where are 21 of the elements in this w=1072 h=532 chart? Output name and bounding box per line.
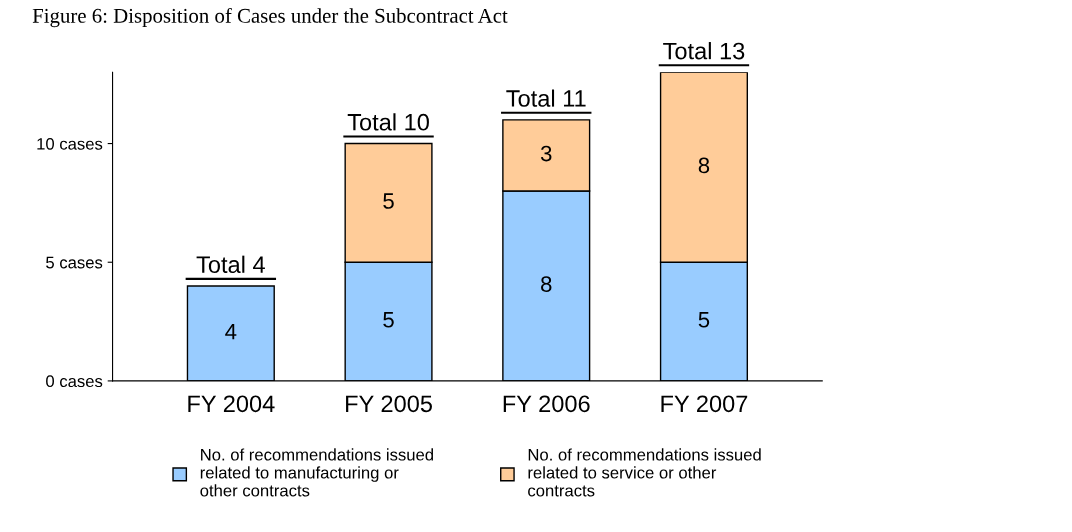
- y-tick-label: 10 cases: [37, 137, 103, 150]
- legend-label: No. of recommendations issued related to service or other contracts: [528, 448, 761, 497]
- x-tick-label: FY 2004: [188, 395, 275, 413]
- x-tick-label: FY 2005: [346, 395, 432, 413]
- data-label: 8: [698, 157, 710, 174]
- chart-title: Figure 6: Disposition of Cases under the Subcontract Act: [32, 7, 508, 28]
- data-label: 8: [541, 276, 552, 292]
- total-label: Total 10: [347, 113, 429, 131]
- y-tick-label: 0 cases: [46, 375, 103, 388]
- total-label: Total 13: [663, 42, 745, 60]
- data-label: 4: [225, 323, 237, 340]
- data-label: 5: [698, 312, 710, 328]
- total-label: Total 11: [506, 89, 586, 107]
- legend-label: No. of recommendations issued related to manufacturing or other contracts: [200, 448, 433, 497]
- total-label: Total 4: [196, 255, 265, 273]
- data-label: 5: [383, 193, 394, 209]
- data-label: 3: [540, 145, 552, 162]
- y-tick-label: 5 cases: [46, 256, 103, 269]
- data-label: 5: [383, 312, 394, 328]
- x-tick-label: FY 2006: [503, 395, 590, 413]
- x-tick-label: FY 2007: [661, 395, 748, 413]
